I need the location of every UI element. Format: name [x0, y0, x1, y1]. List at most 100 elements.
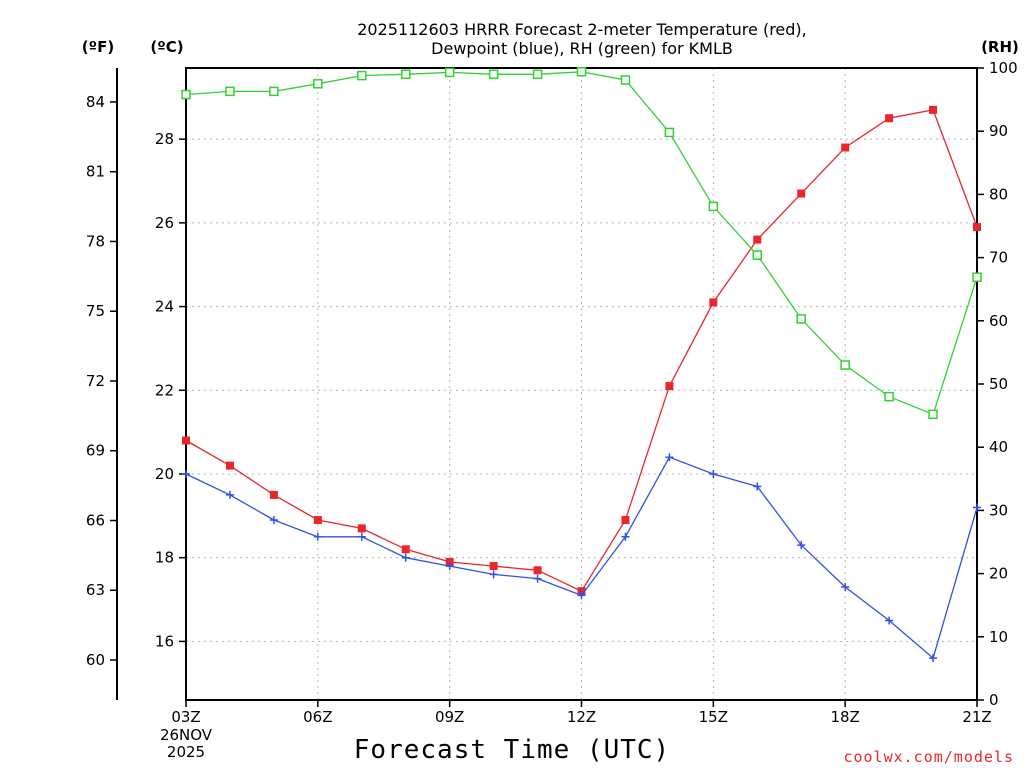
fahrenheit-tick-label: 84	[86, 93, 105, 111]
rh-point	[400, 69, 411, 80]
x-tick-label: 18Z	[830, 708, 859, 726]
fahrenheit-tick-label: 69	[86, 442, 105, 460]
rh-tick-label: 70	[989, 249, 1008, 267]
rh-tick-label: 100	[989, 59, 1018, 77]
date-label-day: 26NOV	[160, 726, 213, 744]
dewpoint-point	[269, 516, 278, 525]
fahrenheit-unit-label: (ºF)	[82, 38, 114, 56]
dewpoint-point	[753, 482, 762, 491]
celsius-tick-label: 18	[155, 549, 174, 567]
x-tick-label: 15Z	[699, 708, 728, 726]
temperature-point	[357, 524, 366, 533]
rh-tick-label: 0	[989, 691, 999, 709]
temperature-point	[885, 114, 894, 123]
temperature-point	[709, 298, 718, 307]
temperature-point	[973, 223, 981, 232]
gridlines	[186, 68, 977, 700]
rh-point	[620, 75, 631, 85]
rh-tick-label: 10	[989, 628, 1008, 646]
fahrenheit-tick-label: 63	[86, 581, 105, 599]
x-tick-label: 06Z	[303, 708, 332, 726]
rh-point	[708, 201, 719, 212]
x-axis-title: Forecast Time (UTC)	[354, 735, 670, 765]
rh-tick-label: 50	[989, 375, 1008, 393]
fahrenheit-tick-label: 78	[86, 232, 105, 250]
rh-point	[313, 79, 323, 89]
dewpoint-point	[225, 490, 234, 499]
celsius-tick-label: 28	[155, 130, 174, 148]
temperature-point	[182, 436, 190, 445]
temperature-point	[225, 461, 234, 470]
x-tick-label: 03Z	[171, 708, 200, 726]
rh-unit-label: (RH)	[981, 38, 1019, 56]
data-series	[181, 67, 982, 663]
dewpoint-point	[929, 654, 938, 663]
dewpoint-point	[445, 562, 454, 571]
dewpoint-point	[709, 469, 718, 478]
temperature-point	[797, 189, 806, 198]
rh-point	[752, 250, 763, 260]
temperature-point	[577, 587, 586, 596]
rh-point	[796, 314, 806, 324]
dewpoint-point	[797, 541, 806, 550]
temperature-point	[841, 143, 850, 152]
dewpoint-point	[313, 532, 322, 541]
chart-subtitle: Dewpoint (blue), RH (green) for KMLB	[431, 39, 733, 58]
temperature-point	[533, 566, 542, 575]
fahrenheit-tick-label: 81	[86, 163, 105, 181]
rh-tick-label: 80	[989, 185, 1008, 203]
dewpoint-point	[665, 453, 674, 462]
chart-title: 2025112603 HRRR Forecast 2-meter Tempera…	[357, 20, 807, 39]
plot-frame	[185, 67, 978, 701]
x-tick-label: 21Z	[962, 708, 991, 726]
rh-point	[444, 67, 455, 78]
rh-point	[840, 360, 850, 370]
axis-ticks: 03Z 06Z 09Z 12Z 15Z 18Z 21Z 16 18 20 22 24 26 28 60 63 6…	[86, 59, 1018, 726]
celsius-tick-label: 20	[155, 465, 174, 483]
rh-tick-label: 60	[989, 312, 1008, 330]
dewpoint-point	[577, 591, 586, 600]
rh-tick-label: 20	[989, 565, 1008, 583]
rh-point	[269, 86, 279, 97]
dewpoint-point	[973, 503, 981, 512]
rh-tick-label: 30	[989, 501, 1008, 519]
fahrenheit-tick-label: 72	[86, 372, 105, 390]
rh-point	[181, 89, 191, 100]
celsius-tick-label: 24	[155, 298, 174, 316]
temperature-point	[665, 382, 674, 391]
celsius-tick-label: 26	[155, 214, 174, 232]
temperature-point	[489, 562, 498, 571]
celsius-tick-label: 22	[155, 381, 174, 399]
dewpoint-point	[489, 570, 498, 579]
rh-point	[532, 69, 543, 80]
rh-point	[928, 409, 938, 420]
dewpoint-point	[841, 582, 850, 591]
rh-point	[576, 67, 587, 77]
rh-point	[225, 86, 235, 97]
dewpoint-point	[357, 532, 366, 541]
x-tick-label: 09Z	[435, 708, 464, 726]
temperature-point	[445, 557, 454, 566]
fahrenheit-tick-label: 66	[86, 511, 105, 529]
dewpoint-point	[885, 616, 894, 625]
dewpoint-point	[621, 532, 630, 541]
rh-point	[884, 391, 894, 402]
temperature-point	[929, 105, 938, 114]
temperature-point	[269, 490, 278, 499]
dewpoint-point	[401, 553, 410, 562]
rh-tick-label: 40	[989, 438, 1008, 456]
date-label-year: 2025	[167, 743, 205, 761]
fahrenheit-tick-label: 60	[86, 651, 105, 669]
dewpoint-point	[182, 469, 190, 478]
dewpoint-point	[533, 574, 542, 583]
rh-point	[488, 69, 499, 80]
source-credit: coolwx.com/models	[843, 748, 1014, 766]
rh-point	[357, 70, 367, 81]
x-tick-label: 12Z	[567, 708, 596, 726]
temperature-point	[753, 235, 762, 244]
temperature-point	[621, 516, 630, 525]
rh-point	[664, 127, 675, 138]
temperature-point	[313, 516, 322, 525]
fahrenheit-tick-label: 75	[86, 302, 105, 320]
